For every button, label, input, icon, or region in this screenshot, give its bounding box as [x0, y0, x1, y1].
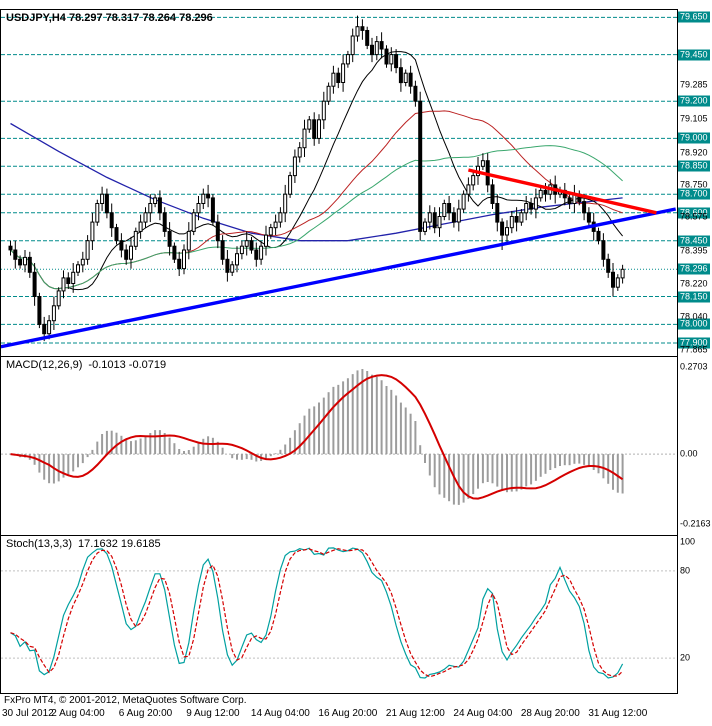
ma-long-navy — [10, 122, 623, 242]
price-level-label: 79.200 — [678, 95, 710, 107]
time-axis-label: 16 Aug 20:00 — [318, 708, 378, 719]
macd-histogram — [14, 369, 624, 505]
macd-canvas[interactable] — [1, 357, 677, 535]
time-axis-label: 6 Aug 20:00 — [118, 708, 173, 719]
time-axis-label: 21 Aug 12:00 — [385, 708, 445, 719]
stoch-tick-label: 20 — [680, 652, 691, 663]
price-level-label: 78.700 — [678, 188, 710, 200]
stoch-tick-label: 100 — [680, 536, 696, 547]
price-tick-label: 79.105 — [680, 113, 708, 124]
stoch-d-line — [10, 548, 624, 678]
support-trendline-blue[interactable] — [1, 207, 677, 349]
price-level-label: 79.000 — [678, 132, 710, 144]
time-axis-label: 9 Aug 12:00 — [186, 708, 240, 719]
candlesticks — [8, 15, 625, 342]
price-level-label: 79.450 — [678, 49, 710, 61]
price-chart-panel[interactable]: USDJPY,H4 78.297 78.317 78.264 78.296 — [0, 9, 678, 357]
macd-values: -0.1013 -0.0719 — [88, 359, 167, 371]
price-tick-label: 78.040 — [680, 311, 708, 322]
time-axis-label: 28 Aug 20:00 — [520, 708, 580, 719]
price-tick-label: 78.750 — [680, 179, 708, 190]
bid-price-label: 78.296 — [678, 263, 710, 275]
time-axis-label: 2 Aug 04:00 — [51, 708, 105, 719]
time-axis-label: 31 Aug 12:00 — [588, 708, 648, 719]
macd-tick-label: 0.00 — [680, 448, 698, 459]
stoch-tick-label: 80 — [680, 565, 691, 576]
price-level-label: 78.150 — [678, 291, 710, 302]
price-tick-label: 78.395 — [680, 245, 708, 256]
time-axis-label: 14 Aug 04:00 — [250, 708, 310, 719]
copyright: FxPro MT4, © 2001-2012, MetaQuotes Softw… — [4, 695, 247, 706]
stoch-label: Stoch(13,3,3) — [6, 538, 73, 550]
ma-slow-green — [10, 145, 623, 290]
ma-fast-black — [10, 51, 623, 291]
stoch-panel[interactable]: Stoch(13,3,3) 17.1632 19.6185 — [0, 535, 678, 694]
resistance-trendline-red[interactable] — [468, 168, 657, 215]
price-level-label: 77.900 — [678, 337, 710, 349]
price-level-label: 78.000 — [678, 318, 710, 330]
stoch-k-line — [10, 547, 624, 679]
macd-tick-label: 0.2703 — [680, 361, 708, 372]
time-axis-label: 24 Aug 04:00 — [453, 708, 513, 719]
price-chart-canvas[interactable] — [1, 10, 677, 356]
macd-signal-line — [10, 374, 624, 500]
macd-panel[interactable]: MACD(12,26,9) -0.1013 -0.0719 — [0, 356, 678, 536]
stoch-header: Stoch(13,3,3) 17.1632 19.6185 — [6, 538, 161, 550]
macd-label: MACD(12,26,9) — [6, 359, 83, 371]
macd-header: MACD(12,26,9) -0.1013 -0.0719 — [6, 359, 166, 371]
time-axis-label: 30 Jul 2012 — [2, 708, 54, 719]
chart-symbol-ohlc-header: USDJPY,H4 78.297 78.317 78.264 78.296 — [6, 12, 213, 24]
price-level-label: 78.850 — [678, 160, 710, 172]
price-scale[interactable]: 79.650 79.450 79.200 79.000 78.850 78.700 78.6… — [678, 0, 712, 694]
time-scale-area[interactable]: FxPro MT4, © 2001-2012, MetaQuotes Softw… — [0, 694, 712, 726]
price-tick-label: 77.865 — [680, 344, 708, 354]
stoch-values: 17.1632 19.6185 — [78, 538, 161, 550]
price-tick-label: 78.575 — [680, 211, 708, 222]
horizontal-level-lines[interactable] — [1, 16, 677, 344]
price-level-label: 78.450 — [678, 235, 710, 247]
price-level-label: 78.600 — [678, 207, 710, 219]
price-tick-label: 79.285 — [680, 79, 708, 90]
price-level-label: 79.650 — [678, 11, 710, 23]
macd-tick-label: -0.2163 — [680, 518, 711, 529]
price-tick-label: 78.920 — [680, 147, 708, 158]
price-tick-label: 78.220 — [680, 278, 708, 288]
stoch-canvas[interactable] — [1, 536, 677, 693]
